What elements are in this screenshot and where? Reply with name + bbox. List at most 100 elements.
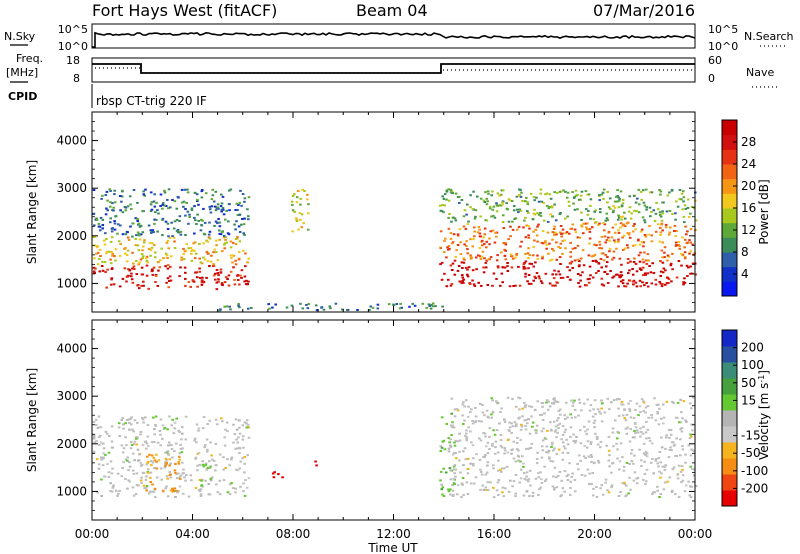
- power-cell: [109, 189, 112, 192]
- power-cell: [154, 256, 157, 259]
- vel-cell: [657, 465, 660, 468]
- vel-cell: [124, 478, 127, 480]
- vel-cell: [654, 419, 658, 422]
- vel-cell: [439, 445, 442, 448]
- vel-cell: [618, 460, 622, 463]
- colorbar-frame: [721, 329, 738, 507]
- velocity-colorbar-label: Velocity [m s-1]: [757, 370, 771, 460]
- vel-cell: [465, 439, 469, 442]
- power-cell: [244, 252, 247, 255]
- power-cell: [110, 268, 114, 270]
- power-cell: [600, 277, 604, 280]
- power-cell: [489, 256, 493, 259]
- vel-cell: [639, 427, 642, 430]
- power-cell: [488, 205, 492, 208]
- power-cell: [151, 242, 154, 245]
- vel-cell: [458, 450, 461, 453]
- power-cell: [674, 241, 678, 244]
- power-cell: [228, 209, 231, 212]
- power-cell: [99, 216, 103, 219]
- power-cell: [209, 211, 213, 214]
- power-cell: [683, 277, 686, 280]
- vel-cell: [550, 446, 553, 448]
- vel-cell: [639, 459, 643, 462]
- power-cell: [161, 219, 164, 222]
- vel-cell: [669, 433, 673, 436]
- power-cell: [483, 233, 487, 236]
- power-cell: [93, 272, 96, 275]
- power-cell: [213, 205, 217, 208]
- vel-cell: [579, 442, 583, 445]
- vel-cell: [110, 425, 114, 428]
- power-cell: [600, 235, 604, 238]
- power-cell: [96, 246, 99, 249]
- vel-cell: [606, 397, 610, 400]
- power-cell: [643, 221, 647, 224]
- vel-cell: [493, 433, 497, 436]
- vel-cell: [525, 418, 528, 421]
- power-cell: [485, 240, 488, 243]
- power-cell: [600, 193, 604, 196]
- power-cell: [627, 272, 630, 275]
- vel-cell: [636, 431, 640, 434]
- power-cell: [617, 214, 620, 217]
- vel-cell: [107, 451, 111, 454]
- power-cell: [637, 188, 641, 191]
- power-cell: [223, 281, 227, 284]
- power-cell: [136, 218, 139, 220]
- power-cell: [609, 208, 612, 210]
- vel-cell: [146, 455, 149, 458]
- power-cell: [222, 213, 226, 216]
- vel-cell: [140, 476, 143, 479]
- power-cell: [574, 189, 578, 192]
- vel-cell: [578, 401, 582, 404]
- vel-cell: [506, 396, 510, 399]
- vel-cell: [243, 455, 246, 458]
- power-cell: [650, 211, 653, 213]
- power-cell: [514, 284, 517, 287]
- power-cell: [182, 258, 186, 261]
- vel-cell: [579, 429, 582, 432]
- vel-cell: [600, 420, 604, 423]
- power-cell: [368, 308, 371, 311]
- vel-cell: [168, 415, 171, 418]
- vel-cell: [612, 399, 616, 402]
- vel-cell: [469, 482, 473, 485]
- vel-cell: [551, 402, 554, 405]
- vel-cell: [662, 422, 665, 425]
- power-cell: [600, 283, 604, 286]
- vel-cell: [481, 484, 484, 487]
- power-cell: [166, 257, 169, 259]
- power-cell: [659, 270, 663, 273]
- power-cell: [501, 214, 505, 217]
- power-cell: [597, 270, 600, 272]
- power-cell: [569, 255, 572, 258]
- vel-cell: [507, 490, 511, 493]
- vel-cell: [691, 468, 694, 470]
- power-cell: [576, 236, 580, 239]
- power-cell: [431, 302, 435, 305]
- vel-cell: [96, 491, 99, 494]
- vel-cell: [517, 396, 520, 399]
- power-cell: [158, 266, 162, 269]
- vel-cell: [572, 440, 575, 442]
- colorbar-swatch: [722, 362, 737, 379]
- power-cell: [534, 261, 537, 264]
- vel-cell: [611, 461, 615, 464]
- power-cell: [495, 210, 499, 213]
- power-cell: [453, 273, 457, 276]
- vel-cell: [168, 458, 172, 461]
- power-cell: [128, 195, 132, 198]
- power-cell: [113, 222, 117, 225]
- power-cell: [198, 277, 202, 279]
- power-cell: [685, 233, 688, 236]
- vel-cell: [451, 495, 455, 497]
- power-cell: [155, 218, 158, 221]
- power-cell: [616, 240, 620, 243]
- power-cell: [193, 241, 197, 244]
- power-cell: [101, 260, 104, 263]
- power-cell: [229, 188, 233, 191]
- vel-cell: [563, 470, 567, 473]
- power-cell: [445, 189, 448, 192]
- power-cell: [126, 249, 130, 252]
